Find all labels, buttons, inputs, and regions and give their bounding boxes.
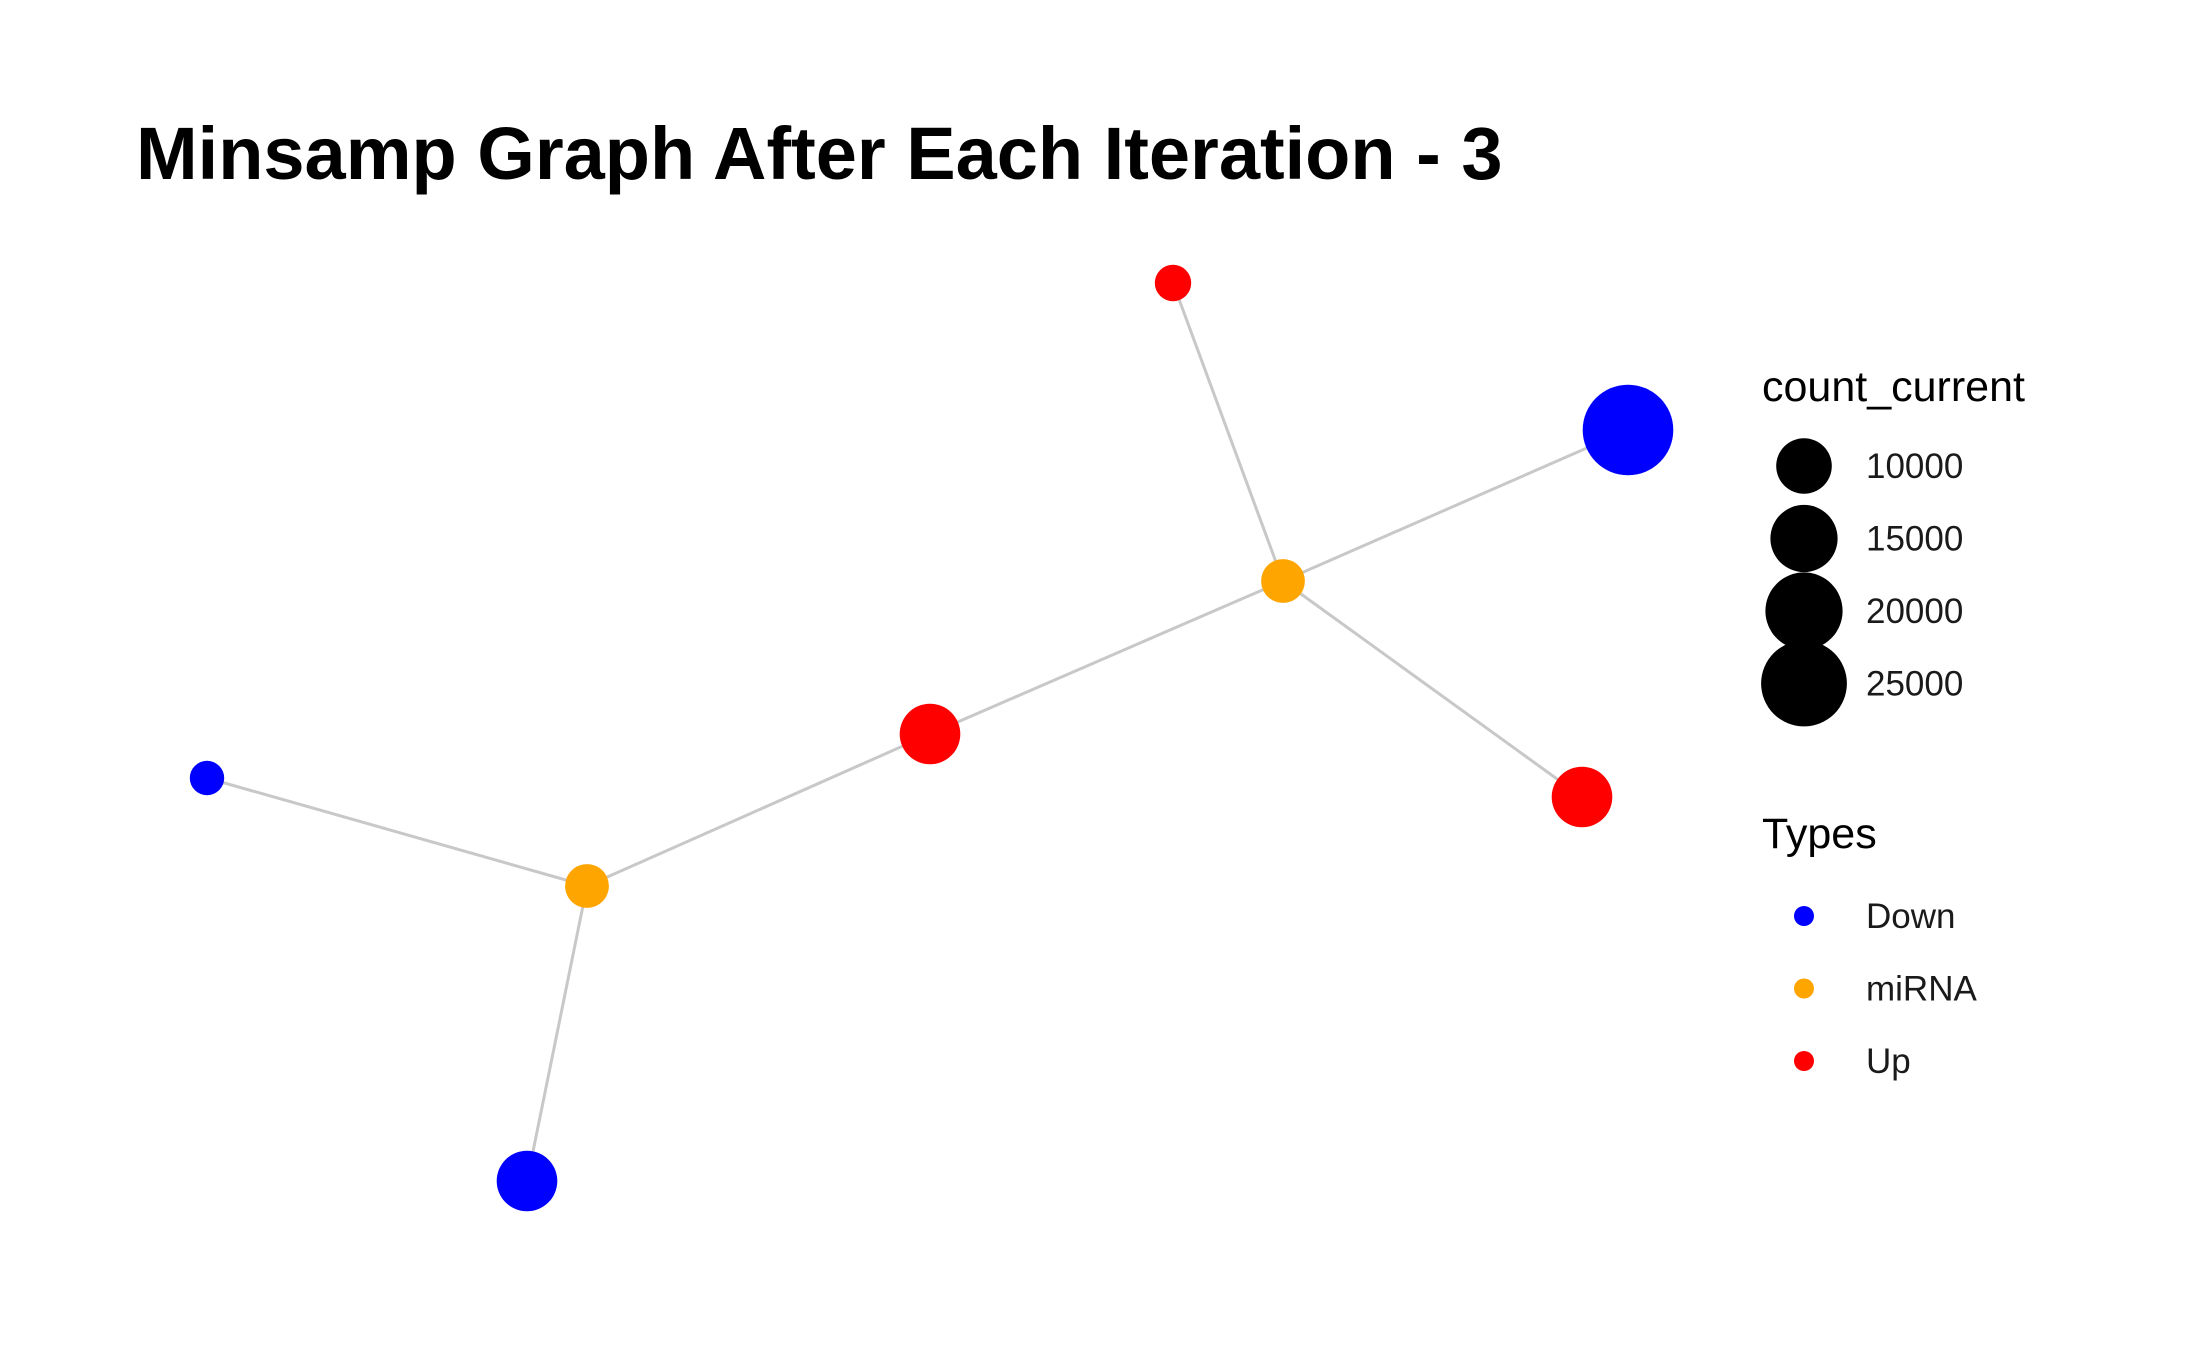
size-legend-title: count_current	[1762, 363, 2025, 411]
graph-node-mirna	[565, 864, 609, 908]
size-legend-key	[1765, 572, 1843, 650]
graph-edge	[525, 885, 589, 1182]
type-legend: Types Down miRNA Up	[1762, 810, 1977, 1081]
graph-edge	[206, 776, 588, 888]
graph-edge	[1171, 282, 1285, 582]
type-legend-label: Up	[1866, 1042, 1911, 1081]
size-legend-key	[1761, 640, 1847, 727]
type-legend-key-down	[1794, 906, 1814, 926]
graph-edge	[1282, 428, 1629, 583]
graph-node-up	[1551, 766, 1613, 828]
type-legend-label: Down	[1866, 897, 1955, 936]
graph-node-mirna	[1261, 559, 1305, 603]
graph-node-up	[1154, 264, 1192, 302]
graph-node-down	[189, 760, 225, 796]
size-legend-label: 10000	[1866, 447, 1963, 486]
size-legend: count_current 10000 15000 20000 25000	[1761, 363, 2025, 727]
size-legend-entries: 10000 15000 20000 25000	[1761, 438, 1963, 727]
size-legend-label: 20000	[1866, 592, 1963, 631]
plot-title: Minsamp Graph After Each Iteration - 3	[136, 112, 1503, 195]
graph-edge	[586, 732, 931, 888]
type-legend-entries: Down miRNA Up	[1794, 897, 1977, 1081]
edges-layer	[206, 282, 1629, 1182]
size-legend-key	[1770, 504, 1838, 573]
type-legend-title: Types	[1762, 810, 1877, 858]
type-legend-label: miRNA	[1866, 970, 1977, 1009]
type-legend-key-mirna	[1794, 978, 1814, 999]
graph-node-down	[1582, 384, 1674, 476]
graph-node-up	[899, 703, 961, 765]
graph-edge	[929, 579, 1284, 736]
graph-edge	[1282, 579, 1583, 799]
type-legend-key-up	[1794, 1051, 1814, 1071]
graph-node-down	[496, 1150, 558, 1212]
size-legend-label: 25000	[1866, 665, 1963, 704]
nodes-layer	[189, 264, 1674, 1212]
size-legend-key	[1776, 438, 1832, 494]
size-legend-label: 15000	[1866, 520, 1963, 559]
